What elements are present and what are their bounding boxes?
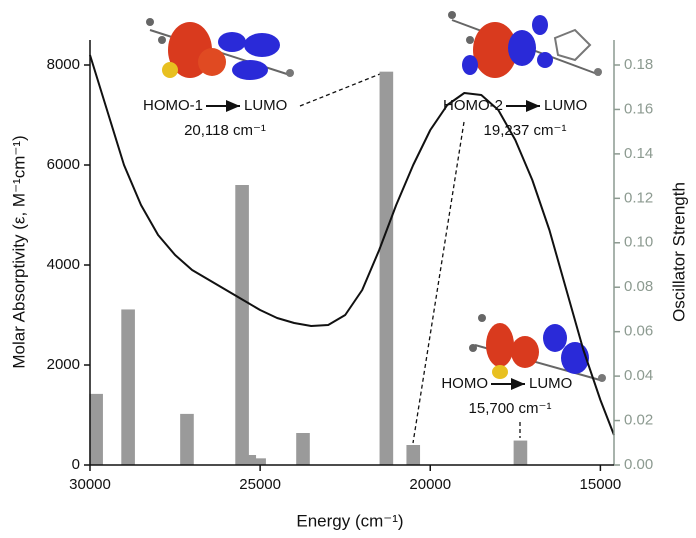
transition-energy: 15,700 cm⁻¹ <box>469 400 552 417</box>
x-tick-label: 15000 <box>580 476 622 493</box>
y2-tick-label: 0.04 <box>624 367 653 384</box>
y2-tick-label: 0.08 <box>624 278 653 295</box>
bar <box>121 309 135 465</box>
y2-tick-label: 0.12 <box>624 189 653 206</box>
bar <box>296 433 310 465</box>
y-axis-title: Molar Absorptivity (ε, M⁻¹cm⁻¹) <box>9 135 28 368</box>
transition-to: LUMO <box>544 97 587 114</box>
y2-tick-label: 0.16 <box>624 100 653 117</box>
y-tick-label: 8000 <box>47 56 80 73</box>
bar <box>235 185 249 465</box>
x-axis-title: Energy (cm⁻¹) <box>296 511 403 530</box>
leader-lines <box>299 73 521 444</box>
y2-tick-label: 0.00 <box>624 456 653 473</box>
transition-energy: 19,237 cm⁻¹ <box>484 122 567 139</box>
x-tick-label: 20000 <box>409 476 451 493</box>
transition-from: HOMO <box>441 375 488 392</box>
orbital-homo-2 <box>448 11 602 78</box>
transition-to: LUMO <box>244 97 287 114</box>
transition-from: HOMO-2 <box>443 97 503 114</box>
y2-axis-title: Oscillator Strength <box>669 182 688 322</box>
transition-to: LUMO <box>529 375 572 392</box>
bar <box>242 455 257 465</box>
y2-tick-label: 0.10 <box>624 234 653 251</box>
orbital-images <box>146 11 606 382</box>
y-tick-label: 2000 <box>47 356 80 373</box>
y2-tick-label: 0.18 <box>624 56 653 73</box>
absorption-line <box>89 54 615 436</box>
transition-from: HOMO-1 <box>143 97 203 114</box>
bar <box>180 413 194 465</box>
y-tick-label: 6000 <box>47 156 80 173</box>
bar <box>252 458 266 465</box>
bar <box>379 71 394 466</box>
x-tick-label: 25000 <box>239 476 281 493</box>
y2-tick-label: 0.14 <box>624 145 653 162</box>
y-tick-label: 0 <box>72 456 80 473</box>
transition-energy: 20,118 cm⁻¹ <box>184 122 266 139</box>
y-tick-label: 4000 <box>47 256 80 273</box>
y2-tick-label: 0.02 <box>624 412 653 429</box>
x-tick-label: 30000 <box>69 476 111 493</box>
y2-tick-label: 0.06 <box>624 323 653 340</box>
orbital-homo-1 <box>146 18 294 80</box>
bar <box>406 445 421 465</box>
orbital-homo <box>469 314 606 382</box>
bar <box>89 393 103 465</box>
bar <box>513 440 528 465</box>
